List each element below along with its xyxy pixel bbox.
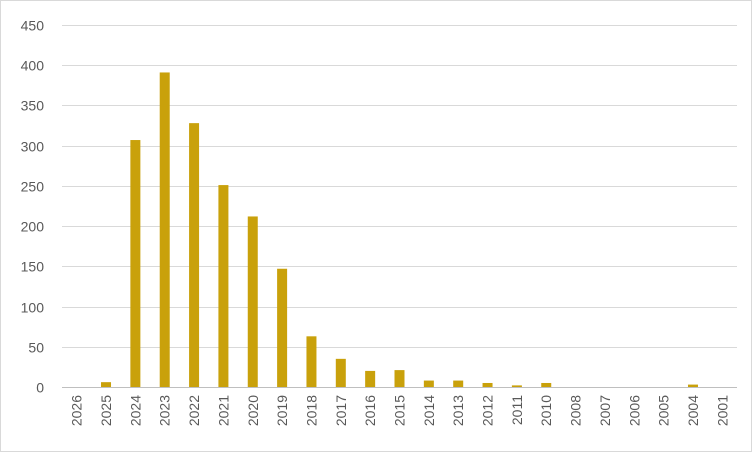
x-tick-label: 2010 bbox=[538, 395, 554, 426]
x-tick-label: 2020 bbox=[245, 395, 261, 426]
x-tick-label: 2012 bbox=[480, 395, 496, 426]
x-tick-label: 2025 bbox=[98, 395, 114, 426]
y-tick-label: 0 bbox=[36, 380, 44, 396]
x-tick-label: 2006 bbox=[626, 395, 642, 426]
x-axis: 2026 2025 2024 2023 2022 2021 2020 2019 2018 2017… bbox=[69, 395, 731, 426]
bar-2013 bbox=[453, 380, 464, 387]
x-tick-label: 2011 bbox=[509, 395, 525, 425]
bar-2011 bbox=[511, 385, 522, 387]
x-tick-label: 2021 bbox=[215, 395, 231, 426]
x-tick-label: 2001 bbox=[714, 395, 730, 426]
x-tick-label: 2016 bbox=[362, 395, 378, 426]
x-tick-label: 2007 bbox=[597, 395, 613, 426]
y-tick-label: 300 bbox=[21, 139, 45, 155]
bar-2012 bbox=[482, 382, 493, 387]
x-tick-label: 2004 bbox=[685, 395, 701, 426]
bars bbox=[101, 72, 698, 388]
bar-2023 bbox=[159, 72, 170, 388]
bar-2020 bbox=[247, 216, 258, 387]
y-axis: 0 50 100 150 200 250 300 350 400 450 bbox=[21, 18, 45, 396]
x-tick-label: 2024 bbox=[127, 395, 143, 426]
x-tick-label: 2005 bbox=[656, 395, 672, 426]
y-tick-label: 400 bbox=[21, 58, 45, 74]
x-tick-label: 2019 bbox=[274, 395, 290, 426]
x-tick-label: 2008 bbox=[568, 395, 584, 426]
gridlines bbox=[62, 25, 737, 388]
bar-2004 bbox=[687, 384, 698, 387]
x-tick-label: 2017 bbox=[333, 395, 349, 426]
y-tick-label: 150 bbox=[21, 259, 45, 275]
x-tick-label: 2015 bbox=[392, 395, 408, 426]
bar-2025 bbox=[101, 382, 112, 387]
y-tick-label: 350 bbox=[21, 98, 45, 114]
bar-2015 bbox=[394, 370, 405, 387]
y-tick-label: 450 bbox=[21, 18, 45, 34]
x-tick-label: 2022 bbox=[186, 395, 202, 426]
bar-2016 bbox=[365, 370, 376, 387]
bar-2019 bbox=[277, 268, 288, 387]
bar-2014 bbox=[423, 380, 434, 387]
y-tick-label: 200 bbox=[21, 219, 45, 235]
bar-2017 bbox=[335, 358, 346, 387]
bar-2018 bbox=[306, 336, 317, 387]
x-tick-label: 2014 bbox=[421, 395, 437, 426]
y-tick-label: 250 bbox=[21, 179, 45, 195]
y-tick-label: 50 bbox=[28, 340, 44, 356]
bar-2010 bbox=[541, 382, 552, 387]
x-tick-label: 2026 bbox=[69, 395, 85, 426]
bar-2024 bbox=[130, 140, 141, 387]
y-tick-label: 100 bbox=[21, 300, 45, 316]
x-tick-label: 2018 bbox=[303, 395, 319, 426]
bar-2022 bbox=[189, 123, 200, 387]
x-tick-label: 2013 bbox=[450, 395, 466, 426]
bar-2021 bbox=[218, 185, 229, 387]
x-tick-label: 2023 bbox=[157, 395, 173, 426]
